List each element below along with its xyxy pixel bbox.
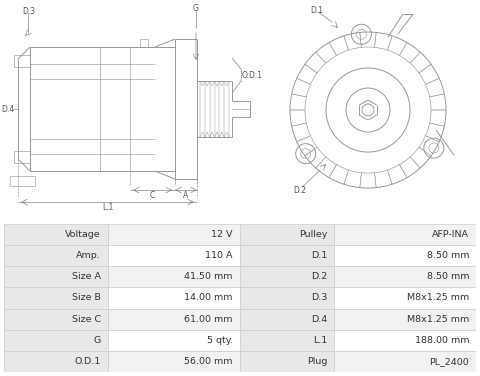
Text: 5 qty.: 5 qty.: [207, 336, 233, 345]
Text: Pulley: Pulley: [299, 230, 327, 239]
Text: A: A: [183, 191, 189, 200]
Bar: [240, 287, 335, 309]
Bar: [335, 351, 476, 372]
Text: 8.50 mm: 8.50 mm: [427, 251, 469, 260]
Text: G: G: [94, 336, 101, 345]
Bar: [108, 351, 240, 372]
Text: D.4: D.4: [311, 315, 327, 324]
Text: D.1: D.1: [311, 251, 327, 260]
Text: D.1: D.1: [310, 6, 323, 15]
Bar: [335, 266, 476, 287]
Bar: [4, 287, 108, 309]
Bar: [240, 330, 335, 351]
Bar: [4, 309, 108, 330]
Text: AFP-INA: AFP-INA: [432, 230, 469, 239]
Text: L.1: L.1: [102, 203, 113, 212]
Bar: [108, 245, 240, 266]
Bar: [335, 330, 476, 351]
Text: G: G: [193, 3, 199, 12]
Text: Plug: Plug: [307, 357, 327, 366]
Text: D.3: D.3: [311, 294, 327, 302]
Text: D.4: D.4: [1, 105, 14, 114]
Text: O.D.1: O.D.1: [242, 71, 263, 80]
Text: M8x1.25 mm: M8x1.25 mm: [407, 315, 469, 324]
Text: C: C: [150, 191, 155, 200]
Bar: [4, 330, 108, 351]
Text: D.2: D.2: [311, 272, 327, 281]
Bar: [108, 287, 240, 309]
Text: 14.00 mm: 14.00 mm: [184, 294, 233, 302]
Bar: [108, 330, 240, 351]
Text: M8x1.25 mm: M8x1.25 mm: [407, 294, 469, 302]
Text: PL_2400: PL_2400: [429, 357, 469, 366]
Text: Voltage: Voltage: [65, 230, 101, 239]
Text: Amp.: Amp.: [76, 251, 101, 260]
Bar: [4, 245, 108, 266]
Bar: [335, 309, 476, 330]
Bar: [335, 245, 476, 266]
Bar: [4, 224, 108, 245]
Bar: [240, 224, 335, 245]
Text: Size B: Size B: [72, 294, 101, 302]
Bar: [4, 351, 108, 372]
Bar: [240, 266, 335, 287]
Bar: [240, 245, 335, 266]
Bar: [4, 266, 108, 287]
Text: D.2: D.2: [293, 186, 306, 194]
Text: D.3: D.3: [22, 6, 35, 15]
Text: O.D.1: O.D.1: [74, 357, 101, 366]
Text: Size A: Size A: [72, 272, 101, 281]
Bar: [108, 224, 240, 245]
Text: 56.00 mm: 56.00 mm: [184, 357, 233, 366]
Bar: [108, 309, 240, 330]
Bar: [108, 266, 240, 287]
Bar: [240, 351, 335, 372]
Text: 12 V: 12 V: [211, 230, 233, 239]
Text: Size C: Size C: [72, 315, 101, 324]
Bar: [240, 309, 335, 330]
Bar: [335, 224, 476, 245]
Bar: [335, 287, 476, 309]
Text: 110 A: 110 A: [205, 251, 233, 260]
Text: 188.00 mm: 188.00 mm: [415, 336, 469, 345]
Text: 8.50 mm: 8.50 mm: [427, 272, 469, 281]
Text: 61.00 mm: 61.00 mm: [184, 315, 233, 324]
Text: 41.50 mm: 41.50 mm: [184, 272, 233, 281]
Text: L.1: L.1: [313, 336, 327, 345]
